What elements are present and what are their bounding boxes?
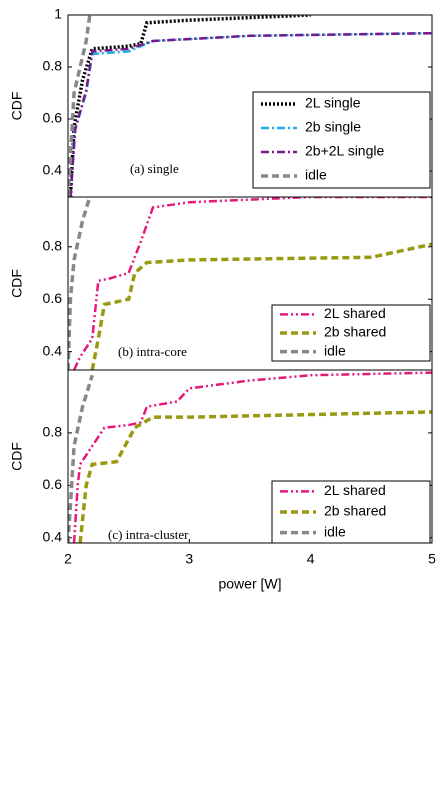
legend-label: 2L single xyxy=(305,95,361,111)
y-axis-label: CDF xyxy=(9,442,25,471)
cdf-line xyxy=(72,197,432,370)
cdf-line xyxy=(68,15,92,197)
panel: 0.4 0.6 0.8 1 CDF (a) single 2L single 2b singl… xyxy=(9,6,433,198)
y-tick-label: 0.6 xyxy=(43,110,63,126)
x-axis-label: power [W] xyxy=(218,576,281,592)
cdf-line xyxy=(68,374,94,543)
y-tick-label: 0.4 xyxy=(43,342,63,358)
y-axis-label: CDF xyxy=(9,92,25,121)
y-tick-label: 1 xyxy=(54,6,62,22)
panel: 0.4 0.6 0.8 CDF (b) intra-core 2L shared 2b sh… xyxy=(9,196,433,371)
cdf-line xyxy=(68,197,92,370)
legend-box xyxy=(271,480,431,544)
panel: 0.4 0.6 0.8 2 3 4 5 CDF power [W] (c) intra-clust… xyxy=(9,369,436,592)
plot-area xyxy=(68,371,432,543)
legend-box xyxy=(252,91,431,189)
legend-label: idle xyxy=(305,167,327,183)
legend-label: 2b+2L single xyxy=(305,143,384,159)
y-tick-label: 0.6 xyxy=(43,290,63,306)
y-tick-label: 0.8 xyxy=(43,58,63,74)
plot-area xyxy=(68,15,432,197)
cdf-line xyxy=(78,410,432,543)
legend-label: 2b single xyxy=(305,119,361,135)
legend-label: 2b shared xyxy=(324,503,386,519)
x-tick-label: 2 xyxy=(64,551,72,567)
legend-label: 2b shared xyxy=(324,324,386,340)
legend-label: 2L shared xyxy=(324,482,386,498)
legend-label: idle xyxy=(324,523,346,539)
cdf-line xyxy=(69,31,432,197)
y-tick-label: 0.8 xyxy=(43,238,63,254)
cdf-line xyxy=(68,15,311,197)
axes-frame xyxy=(67,369,433,544)
x-tick-label: 4 xyxy=(307,551,315,567)
y-tick-label: 0.6 xyxy=(43,476,63,492)
y-tick-label: 0.4 xyxy=(43,528,63,544)
annotation: (c) intra-cluster xyxy=(108,527,189,542)
cdf-line xyxy=(90,242,432,370)
x-tick-label: 3 xyxy=(185,551,193,567)
legend-label: 2L shared xyxy=(324,305,386,321)
legend-box xyxy=(271,304,431,362)
y-axis-label: CDF xyxy=(9,269,25,298)
annotation: (a) single xyxy=(130,161,179,176)
annotation: (b) intra-core xyxy=(118,344,187,359)
x-tick-label: 5 xyxy=(428,551,436,567)
y-tick-label: 0.8 xyxy=(43,424,63,440)
cdf-line xyxy=(72,371,432,543)
plot-area xyxy=(68,197,432,370)
y-tick-label: 0.4 xyxy=(43,162,63,178)
legend-label: idle xyxy=(324,342,346,358)
